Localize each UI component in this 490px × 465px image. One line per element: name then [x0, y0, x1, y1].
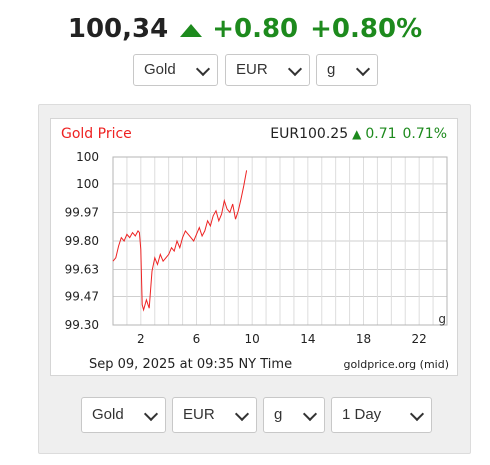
y-tick-labels: 100 100 99.97 99.80 99.63 99.47 99.30: [65, 150, 99, 332]
y-tick-label: 99.80: [65, 234, 99, 248]
bottom-metal-select-value: Gold: [92, 406, 124, 423]
x-tick-label: 14: [300, 332, 315, 346]
y-tick-label: 99.30: [65, 318, 99, 332]
period-select[interactable]: 1 Day: [331, 397, 432, 433]
chevron-down-icon: [355, 61, 371, 77]
chart-quote-change-pct: 0.71%: [403, 126, 447, 142]
y-tick-label: 99.47: [65, 289, 99, 303]
x-tick-label: 6: [193, 332, 201, 346]
current-price: 100,34: [67, 14, 169, 44]
price-header: 100,34 +0.80 +0.80%: [0, 14, 490, 44]
price-change: +0.80: [212, 14, 299, 44]
chart-title: Gold Price: [61, 126, 132, 142]
unit-select[interactable]: g: [316, 54, 378, 86]
chart-timestamp: Sep 09, 2025 at 09:35 NY Time: [89, 357, 292, 372]
chevron-down-icon: [287, 61, 303, 77]
chart-quote: EUR100.25 ▲ 0.71 0.71%: [270, 126, 447, 142]
chevron-down-icon: [409, 406, 425, 422]
bottom-unit-select[interactable]: g: [263, 397, 325, 433]
chart-grid: [112, 156, 448, 326]
gold-price-chart: Gold Price EUR100.25 ▲ 0.71 0.71% 100 100 99.…: [61, 126, 450, 372]
y-tick-label: 99.63: [65, 263, 99, 277]
currency-select[interactable]: EUR: [225, 54, 310, 86]
plot-frame: [112, 156, 448, 326]
metal-select-value: Gold: [144, 61, 176, 78]
up-arrow-icon: [180, 24, 203, 37]
quote-up-arrow-icon: ▲: [352, 127, 362, 141]
x-tick-label: 22: [412, 332, 427, 346]
x-tick-label: 10: [245, 332, 260, 346]
chevron-down-icon: [195, 61, 211, 77]
bottom-currency-select-value: EUR: [183, 406, 215, 423]
chart-source: goldprice.org (mid): [344, 358, 450, 371]
metal-select[interactable]: Gold: [133, 54, 218, 86]
bottom-currency-select[interactable]: EUR: [172, 397, 257, 433]
y-tick-label: 99.97: [65, 205, 99, 219]
bottom-metal-select[interactable]: Gold: [81, 397, 166, 433]
chart-container: Gold Price EUR100.25 ▲ 0.71 0.71% 100 100 99.…: [50, 118, 458, 376]
bottom-unit-select-value: g: [274, 406, 283, 423]
y-tick-label: 100: [76, 177, 99, 191]
currency-select-value: EUR: [236, 61, 268, 78]
chevron-down-icon: [143, 406, 159, 422]
x-tick-label: 2: [137, 332, 145, 346]
x-tick-label: 18: [356, 332, 371, 346]
x-tick-labels: 2 6 10 14 18 22: [137, 332, 427, 346]
chevron-down-icon: [234, 406, 250, 422]
unit-select-value: g: [327, 61, 336, 78]
y-tick-label: 100: [76, 150, 99, 164]
chart-quote-change: 0.71: [365, 126, 396, 142]
period-select-value: 1 Day: [342, 406, 382, 423]
chart-quote-price: EUR100.25: [270, 126, 348, 142]
unit-label: g: [438, 312, 446, 326]
chevron-down-icon: [302, 406, 318, 422]
price-change-percent: +0.80%: [310, 14, 423, 44]
chart-axes: [112, 156, 448, 326]
price-series-line: [112, 170, 248, 312]
